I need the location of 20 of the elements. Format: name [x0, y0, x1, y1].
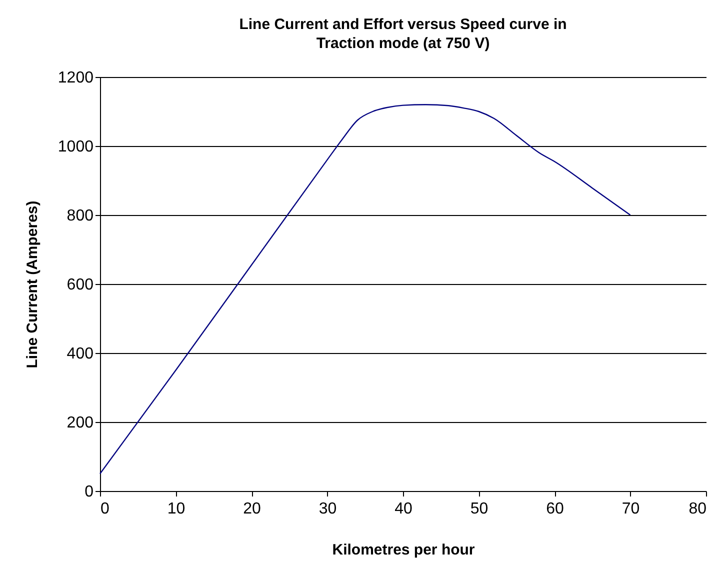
x-tick-label: 20	[243, 500, 261, 518]
x-tick-label: 50	[470, 500, 488, 518]
y-tick-label: 800	[66, 208, 94, 224]
x-tick-label: 80	[688, 500, 707, 518]
y-tick-label: 400	[66, 346, 94, 362]
x-tick-label: 70	[622, 500, 640, 518]
y-tick-label: 600	[66, 276, 94, 294]
y-axis-title: Line Current (Amperes)	[24, 200, 41, 368]
y-tick-label: 1200	[58, 70, 94, 86]
x-tick-label: 30	[318, 500, 337, 518]
y-tick-label: 1000	[58, 138, 94, 156]
x-tick-label: 0	[100, 500, 110, 518]
chart-title: Line Current and Effort versus Speed curve in Traction mode (at 750 V)	[239, 16, 567, 52]
x-tick-label: 60	[546, 500, 564, 518]
y-tick-label: 0	[84, 484, 94, 500]
x-tick-label: 10	[167, 500, 186, 518]
x-tick-label: 40	[394, 500, 412, 518]
y-tick-label: 200	[66, 414, 94, 432]
line-series	[99, 104, 631, 474]
x-axis-title: Kilometres per hour	[332, 542, 475, 558]
